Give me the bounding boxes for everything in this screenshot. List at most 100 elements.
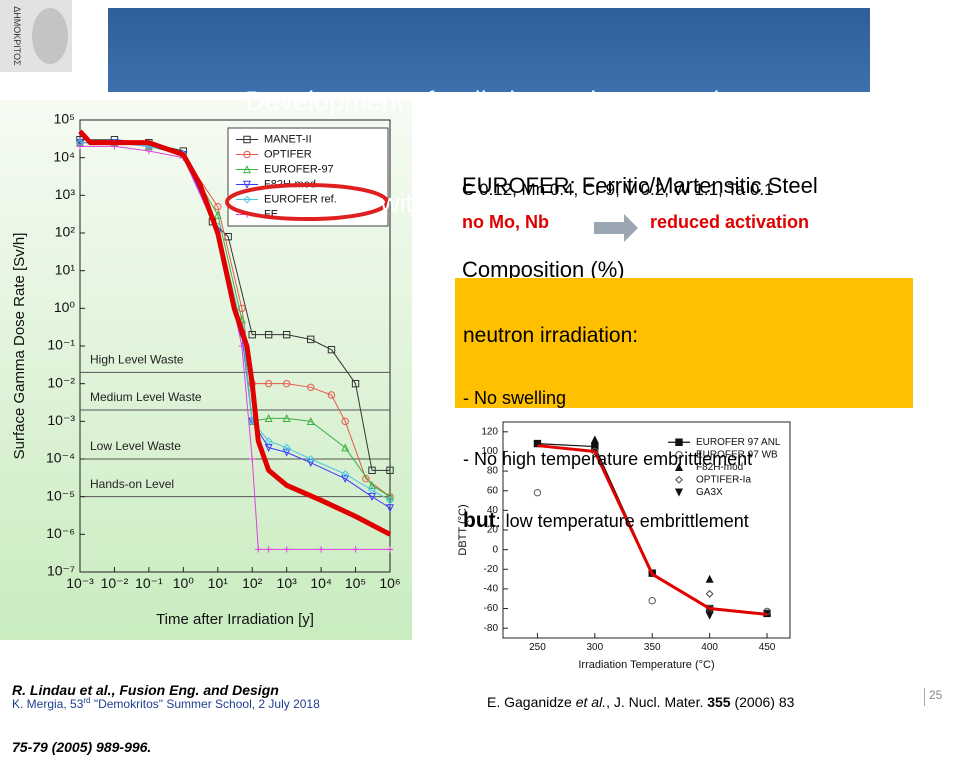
ref-text: , J. Nucl. Mater.	[606, 694, 708, 710]
marker	[214, 202, 222, 211]
marker	[386, 546, 394, 553]
x-tick-label: 10⁰	[173, 575, 195, 591]
heading-line: Composition (%)	[462, 257, 625, 282]
legend-marker	[675, 451, 683, 459]
marker	[282, 414, 291, 423]
marker	[264, 330, 273, 339]
x-tick-label: 10⁻²	[101, 575, 129, 591]
marker	[705, 611, 714, 620]
legend-marker	[242, 180, 252, 189]
emphasis: but	[463, 509, 496, 532]
x-tick-label: 300	[586, 642, 603, 653]
ref-text: E. Gaganidze	[487, 694, 576, 710]
marker	[367, 481, 376, 490]
x-tick-label: 250	[529, 642, 546, 653]
marker	[341, 470, 350, 478]
marker	[282, 379, 291, 388]
heading-line: EUROFER: Ferritic/Martensitic Steel	[462, 173, 818, 198]
x-tick-label: 10¹	[208, 575, 229, 591]
series-line	[537, 444, 768, 616]
zone-label: Low Level Waste	[90, 439, 181, 453]
series-line	[78, 129, 392, 537]
zone-label: Hands-on Level	[90, 477, 174, 491]
y-tick-label: 10⁻⁷	[47, 563, 75, 579]
marker	[386, 496, 394, 505]
title-line: Development of radiation resistant steel…	[245, 86, 733, 116]
legend-label: OPTIFER-Ia	[696, 474, 751, 485]
ref-etal: et al.	[575, 694, 607, 710]
y-axis-label: DBTT (°C)	[457, 504, 469, 555]
y-tick-label: 10⁻⁵	[46, 487, 75, 503]
footer-text: "Demokritos" Summer School, 2 July 2018	[90, 697, 320, 711]
x-axis-label: Irradiation Temperature (°C)	[578, 659, 714, 671]
y-tick-label: -40	[484, 584, 499, 595]
y-tick-label: 20	[487, 525, 499, 536]
legend-label: EUROFER ref.	[264, 193, 337, 205]
marker	[282, 443, 291, 452]
footer-text: K. Mergia, 53	[12, 697, 84, 711]
irradiation-item: - No high temperature embrittlement	[463, 449, 753, 469]
x-tick-label: 10⁶	[379, 575, 400, 591]
irradiation-item: - No swelling	[463, 388, 567, 408]
marker	[341, 443, 350, 452]
legend-marker	[243, 135, 251, 144]
legend-label: F82H-mod	[696, 462, 743, 473]
marker	[341, 474, 350, 484]
marker	[265, 546, 272, 553]
reference-line: R. Lindau et al., Fusion Eng. and Design	[12, 682, 279, 698]
marker	[317, 546, 325, 553]
marker	[283, 546, 290, 553]
x-tick-label: 10⁻³	[66, 575, 94, 591]
y-tick-label: 40	[487, 505, 499, 516]
legend-label: MANET-II	[264, 133, 312, 145]
marker	[282, 330, 291, 339]
y-tick-label: 10⁻⁶	[46, 525, 75, 541]
slide: ΔΗΜΟΚΡΙΤΟΣ High Level Waste Medium Level …	[0, 0, 943, 755]
y-tick-label: -80	[484, 623, 499, 634]
composition-elements: C 0.12, Mn 0.4, Cr 9, V 0.2, W 1.1, Ta 0…	[462, 180, 774, 199]
marker	[362, 474, 370, 483]
y-tick-label: 10⁵	[54, 111, 75, 127]
title: Development of radiation resistant steel…	[108, 8, 870, 218]
marker	[282, 448, 291, 457]
footer: K. Mergia, 53rd "Demokritos" Summer Scho…	[12, 696, 320, 711]
marker	[76, 143, 84, 150]
reference-right: E. Gaganidze et al., J. Nucl. Mater. 355…	[487, 694, 794, 710]
x-tick-label: 10⁻¹	[135, 575, 163, 591]
y-tick-label: 10⁴	[53, 148, 75, 164]
y-tick-label: -20	[484, 564, 499, 575]
marker	[763, 607, 771, 616]
marker	[238, 304, 246, 313]
legend-label: EUROFER 97 ANL	[696, 437, 781, 448]
y-tick-label: 10³	[55, 186, 76, 202]
reference-line: 75-79 (2005) 989-996.	[12, 739, 152, 755]
legend-marker	[243, 150, 251, 159]
x-tick-label: 350	[644, 642, 661, 653]
ref-text: (2006) 83	[730, 694, 795, 710]
charts: ΔΗΜΟΚΡΙΤΟΣ High Level Waste Medium Level …	[0, 0, 791, 671]
marker	[145, 147, 153, 155]
irradiation-heading: neutron irradiation:	[463, 324, 639, 347]
x-tick-label: 400	[701, 642, 718, 653]
marker	[590, 435, 599, 444]
x-tick-label: 450	[759, 642, 776, 653]
legend-label: EUROFER-97	[264, 163, 334, 175]
title-line: with low activation	[380, 188, 598, 218]
marker	[385, 504, 395, 513]
y-tick-label: 60	[487, 485, 499, 496]
y-tick-label: 120	[481, 426, 498, 437]
marker	[341, 417, 349, 426]
marker	[368, 486, 376, 494]
marker	[306, 417, 315, 426]
y-tick-label: 10⁻²	[47, 374, 75, 390]
series-line	[80, 142, 391, 501]
y-tick-label: 10²	[55, 224, 76, 240]
y-tick-label: 10⁻⁴	[46, 450, 75, 466]
y-tick-label: 100	[481, 446, 498, 457]
marker	[648, 596, 656, 605]
marker	[705, 574, 714, 583]
irradiation-last: but: low temperature embrittlement	[463, 508, 913, 534]
marker	[386, 466, 394, 475]
footer-sup: rd	[83, 696, 91, 705]
legend-marker	[675, 438, 683, 446]
